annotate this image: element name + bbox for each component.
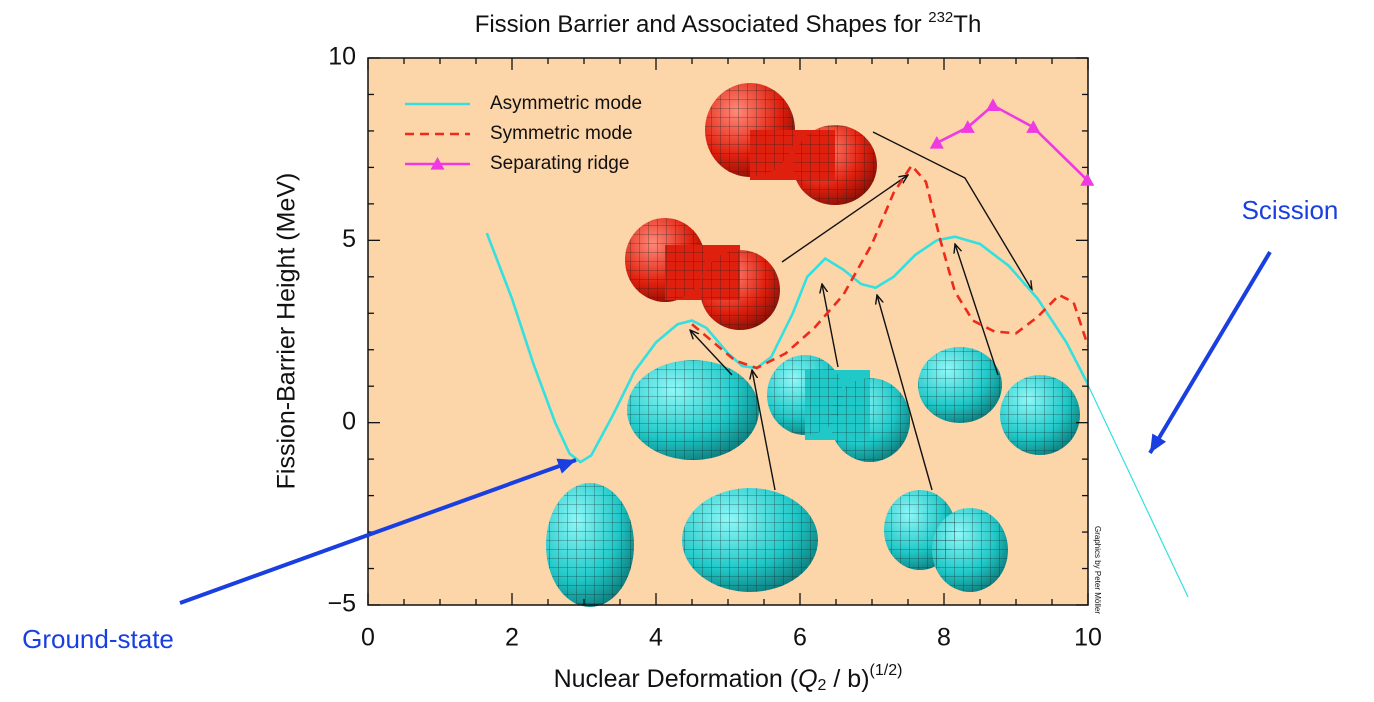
x-tick-label: 10: [1074, 624, 1102, 652]
x-label-text: Nuclear Deformation (: [554, 665, 799, 693]
shape: [627, 360, 759, 460]
x-tick-label: 2: [505, 624, 519, 652]
x-label-subscript: 2: [818, 677, 827, 694]
y-tick-label: 0: [342, 407, 356, 435]
x-label-symbol: Q: [798, 665, 817, 693]
y-tick-label: 5: [342, 225, 356, 253]
title-element: Th: [953, 11, 981, 38]
x-label-unit: / b): [826, 665, 869, 693]
x-label-exponent: (1/2): [870, 662, 903, 679]
title-superscript: 232: [928, 9, 953, 26]
y-tick-label: −5: [327, 590, 356, 618]
x-tick-label: 0: [361, 624, 375, 652]
annotation: Scission: [1242, 195, 1339, 225]
chart: 0246810−50510 Fission Barrier and Associ…: [0, 0, 1374, 702]
legend-label: Symmetric mode: [490, 123, 633, 144]
x-tick-label: 6: [793, 624, 807, 652]
title-text: Fission Barrier and Associated Shapes fo…: [475, 11, 929, 38]
y-tick-label: 10: [328, 43, 356, 71]
legend-label: Asymmetric mode: [490, 93, 642, 114]
annotation-arrow: [1150, 252, 1270, 453]
chart-title: Fission Barrier and Associated Shapes fo…: [475, 9, 982, 38]
credit: Graphics by Peter Möller: [1093, 526, 1102, 614]
y-axis-label: Fission-Barrier Height (MeV): [273, 173, 301, 490]
page: {"chart_data": { "type": "line", "title"…: [0, 0, 1374, 702]
annotation: Ground-state: [22, 624, 174, 654]
shape: [682, 488, 818, 592]
x-tick-label: 8: [937, 624, 951, 652]
shape: [546, 483, 634, 607]
x-tick-label: 4: [649, 624, 663, 652]
legend-label: Separating ridge: [490, 153, 629, 174]
x-axis-label: Nuclear Deformation (Q2 / b)(1/2): [554, 662, 903, 694]
